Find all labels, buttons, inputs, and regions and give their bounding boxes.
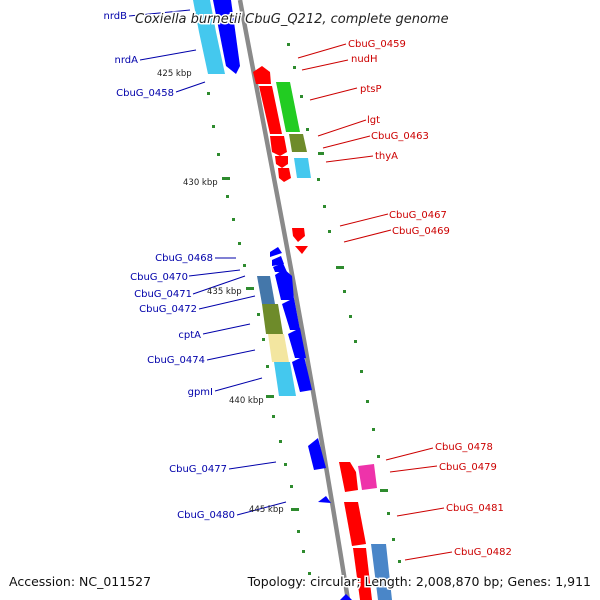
gene-CbuG_0481 <box>344 502 366 546</box>
gene-CbuG_0478 <box>339 462 358 492</box>
label-CbuG_0480: CbuG_0480 <box>177 510 235 521</box>
label-CbuG_0471: CbuG_0471 <box>134 289 192 300</box>
genome-backbone <box>237 0 351 600</box>
gene-CbuG_0477 <box>308 438 326 470</box>
label-thyA: thyA <box>375 151 398 162</box>
label-lgt: lgt <box>367 115 380 126</box>
gene-CbuG_0474-blue <box>288 328 306 358</box>
forward-labels: CbuG_0459 nudH ptsP lgt CbuG_0463 thyA C… <box>348 39 512 558</box>
gene-CbuG_0459 <box>253 66 271 84</box>
gene-nrdA-colored <box>199 32 225 74</box>
gene-gpmI-blue <box>292 356 312 392</box>
gene-ptsP <box>276 82 300 132</box>
forward-strand-genes <box>253 66 392 600</box>
gene-CbuG_0469 <box>295 246 308 254</box>
gene-CbuG_0468 <box>270 247 282 257</box>
scale-label-440: 440 kbp <box>229 396 264 406</box>
scale-label-425: 425 kbp <box>157 69 192 79</box>
label-CbuG_0478: CbuG_0478 <box>435 442 493 453</box>
gene-thyA-cyan <box>294 158 311 178</box>
topology-text: Topology: circular; Length: 2,008,870 bp… <box>247 574 591 589</box>
gene-cptA-blue <box>282 298 300 330</box>
gene-bottom-blue <box>340 594 352 600</box>
map-title: Coxiella burnetii CbuG_Q212, complete ge… <box>135 12 449 27</box>
gene-lgt <box>270 136 287 156</box>
accession-text: Accession: NC_011527 <box>9 574 151 589</box>
gene-CbuG_0474-yellow <box>268 334 289 362</box>
label-CbuG_0469: CbuG_0469 <box>392 226 450 237</box>
tick-track-outer <box>287 43 401 563</box>
reverse-strand-genes <box>193 0 352 600</box>
gene-nudH <box>259 86 282 134</box>
label-CbuG_0463: CbuG_0463 <box>371 131 429 142</box>
gene-CbuG_0480 <box>318 496 331 503</box>
scale-label-430: 430 kbp <box>183 178 218 188</box>
label-CbuG_0470: CbuG_0470 <box>130 272 188 283</box>
gene-thyA <box>278 168 291 182</box>
gene-CbuG_0463 <box>289 134 307 152</box>
label-CbuG_0477: CbuG_0477 <box>169 464 227 475</box>
gene-CbuG_0472-blue <box>275 269 294 300</box>
label-CbuG_0482: CbuG_0482 <box>454 547 512 558</box>
gene-CbuG_0467 <box>292 228 305 242</box>
label-CbuG_0474: CbuG_0474 <box>147 355 205 366</box>
label-CbuG_0458: CbuG_0458 <box>116 88 174 99</box>
gene-cptA-olive <box>262 304 283 334</box>
label-CbuG_0459: CbuG_0459 <box>348 39 406 50</box>
scale-label-445: 445 kbp <box>249 505 284 515</box>
reverse-labels: nrdB nrdA CbuG_0458 CbuG_0468 CbuG_0470 … <box>104 11 235 521</box>
label-CbuG_0481: CbuG_0481 <box>446 503 504 514</box>
label-gpmI: gpmI <box>188 387 213 398</box>
gene-CbuG_0482-red <box>353 548 372 600</box>
gene-nrdB <box>193 0 216 32</box>
gene-CbuG_0470 <box>272 256 284 266</box>
scale-label-435: 435 kbp <box>207 287 242 297</box>
gene-CbuG_0482-steel <box>371 544 392 600</box>
tick-track-inner <box>207 68 311 575</box>
label-cptA: cptA <box>178 330 201 341</box>
label-CbuG_0472: CbuG_0472 <box>139 304 197 315</box>
label-CbuG_0467: CbuG_0467 <box>389 210 447 221</box>
gene-nrdA <box>213 0 240 74</box>
label-CbuG_0479: CbuG_0479 <box>439 462 497 473</box>
label-nudH: nudH <box>351 54 378 65</box>
label-nrdB: nrdB <box>104 11 128 22</box>
label-nrdA: nrdA <box>115 55 139 66</box>
gene-CbuG_0479 <box>358 464 377 490</box>
gene-CbuG_0463b <box>275 156 288 168</box>
label-CbuG_0468: CbuG_0468 <box>155 253 213 264</box>
label-leaders <box>128 9 453 561</box>
scale-markers: 425 kbp 430 kbp 435 kbp 440 kbp 445 kbp <box>157 69 284 515</box>
gene-CbuG_0472-steel <box>257 276 275 304</box>
label-ptsP: ptsP <box>360 84 382 95</box>
gene-gpmI-cyan <box>274 362 296 396</box>
